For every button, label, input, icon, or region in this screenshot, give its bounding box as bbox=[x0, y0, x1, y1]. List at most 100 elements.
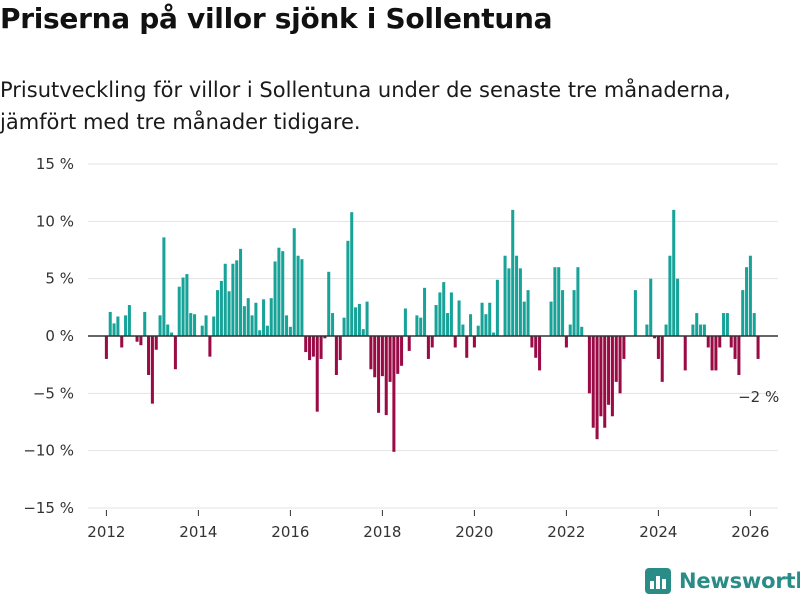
bar bbox=[296, 255, 300, 336]
bar bbox=[564, 336, 568, 348]
bar bbox=[150, 336, 154, 404]
x-tick-label: 2014 bbox=[179, 523, 217, 541]
bar bbox=[285, 315, 289, 336]
bar bbox=[607, 336, 611, 405]
bar bbox=[219, 280, 223, 336]
bar bbox=[281, 251, 285, 336]
bar bbox=[752, 313, 756, 336]
bar bbox=[653, 336, 657, 339]
brand-name: Newsworthy bbox=[679, 569, 800, 593]
bar bbox=[400, 336, 404, 366]
y-tick-label: −15 % bbox=[23, 499, 74, 517]
bar bbox=[526, 290, 530, 336]
bar bbox=[147, 336, 151, 375]
bar bbox=[262, 299, 266, 336]
bar bbox=[300, 259, 304, 336]
bar bbox=[633, 290, 637, 336]
x-axis: 2012 2014 2016 2018 2020 2022 2024 2026 bbox=[87, 510, 769, 541]
bar bbox=[392, 336, 396, 452]
bar bbox=[193, 314, 197, 336]
bar bbox=[327, 271, 331, 336]
bar bbox=[572, 290, 576, 336]
bar bbox=[610, 336, 614, 417]
bar bbox=[396, 336, 400, 374]
bar bbox=[576, 267, 580, 336]
x-tick-label: 2018 bbox=[363, 523, 401, 541]
bar bbox=[177, 286, 181, 336]
bar bbox=[384, 336, 388, 416]
bar bbox=[649, 278, 653, 336]
bar bbox=[426, 336, 430, 359]
bar bbox=[143, 311, 147, 336]
bar bbox=[603, 336, 607, 428]
bar bbox=[292, 228, 296, 336]
bar bbox=[725, 313, 729, 336]
bar bbox=[480, 302, 484, 336]
bar bbox=[553, 267, 557, 336]
bar bbox=[618, 336, 622, 394]
gridlines bbox=[88, 163, 778, 509]
bar bbox=[357, 303, 361, 336]
bar bbox=[334, 336, 338, 375]
bar bbox=[254, 302, 258, 336]
x-tick-label: 2026 bbox=[731, 523, 769, 541]
bar bbox=[354, 307, 358, 336]
bar bbox=[748, 255, 752, 336]
bar bbox=[676, 278, 680, 336]
bar bbox=[718, 336, 722, 348]
bar bbox=[323, 336, 327, 339]
bar bbox=[185, 274, 189, 336]
bar bbox=[503, 255, 507, 336]
bar bbox=[361, 329, 365, 336]
bar bbox=[511, 209, 515, 336]
last-value-label: −2 % bbox=[738, 388, 779, 406]
bar bbox=[200, 325, 204, 336]
bar bbox=[522, 301, 526, 336]
bar bbox=[181, 277, 185, 336]
chart-title: Priserna på villor sjönk i Sollentuna bbox=[0, 2, 553, 35]
brand-logo: Newsworthy bbox=[645, 568, 800, 594]
bar bbox=[170, 332, 174, 336]
bar bbox=[580, 326, 584, 336]
bar bbox=[515, 255, 519, 336]
bar bbox=[112, 323, 116, 336]
bar bbox=[407, 336, 411, 351]
x-tick-label: 2024 bbox=[639, 523, 677, 541]
y-tick-label: −10 % bbox=[23, 442, 74, 460]
bar bbox=[741, 290, 745, 336]
y-tick-label: 10 % bbox=[36, 212, 74, 230]
bars bbox=[104, 209, 760, 452]
bar bbox=[120, 336, 124, 348]
bar bbox=[691, 324, 695, 336]
bar bbox=[591, 336, 595, 428]
chart-subtitle: Prisutveckling för villor i Sollentuna u… bbox=[0, 78, 731, 134]
bar bbox=[538, 336, 542, 371]
bar bbox=[714, 336, 718, 371]
x-tick-label: 2022 bbox=[547, 523, 585, 541]
bar bbox=[223, 263, 227, 336]
bar bbox=[342, 317, 346, 336]
bar bbox=[250, 315, 254, 336]
bar bbox=[139, 336, 143, 346]
bar bbox=[116, 316, 120, 336]
bar bbox=[438, 292, 442, 336]
bar bbox=[434, 305, 438, 336]
bar bbox=[242, 306, 246, 336]
bar bbox=[557, 267, 561, 336]
x-tick-label: 2020 bbox=[455, 523, 493, 541]
y-tick-label: −5 % bbox=[33, 384, 74, 402]
bar bbox=[311, 336, 315, 357]
bar bbox=[319, 336, 323, 359]
y-axis-ticks: 15 % 10 % 5 % 0 % −5 % −10 % −15 % bbox=[23, 155, 74, 517]
bar bbox=[415, 315, 419, 336]
bar bbox=[258, 330, 262, 336]
bar bbox=[365, 301, 369, 336]
bar bbox=[212, 316, 216, 336]
bar bbox=[745, 267, 749, 336]
bar bbox=[484, 314, 488, 336]
bar bbox=[269, 298, 273, 336]
bar bbox=[158, 315, 162, 336]
bar bbox=[472, 336, 476, 348]
bar bbox=[702, 324, 706, 336]
bar bbox=[388, 336, 392, 382]
